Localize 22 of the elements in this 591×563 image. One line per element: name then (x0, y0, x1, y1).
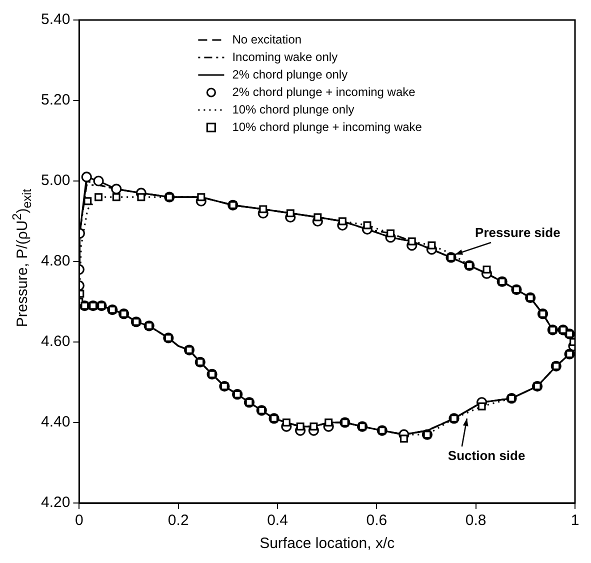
x-tick-label: 0.2 (168, 512, 189, 530)
y-tick-label: 5.00 (40, 172, 70, 190)
legend-label: 10% chord plunge + incoming wake (232, 120, 422, 134)
y-tick-label: 4.80 (40, 252, 70, 270)
y-tick-label: 4.60 (40, 333, 70, 350)
x-tick-label: 0.8 (465, 512, 486, 530)
x-axis-title: Surface location, x/c (260, 535, 396, 552)
y-tick-label: 5.40 (40, 11, 70, 28)
x-tick-label: 0.4 (267, 512, 288, 530)
x-tick-label: 1 (570, 512, 580, 530)
annotation: Suction side (448, 448, 526, 464)
y-tick-label: 4.40 (40, 414, 70, 431)
legend-label: No excitation (232, 32, 302, 46)
x-tick-label: 0.6 (366, 512, 388, 530)
x-tick-label: 0 (75, 512, 84, 530)
legend-label: 2% chord plunge + incoming wake (232, 84, 416, 99)
legend-label: Incoming wake only (232, 50, 338, 64)
legend-label: 10% chord plunge only (232, 102, 354, 116)
y-tick-label: 4.20 (40, 494, 70, 512)
annotation: Pressure side (475, 225, 560, 240)
y-tick-label: 5.20 (40, 92, 70, 109)
legend-label: 2% chord plunge only (232, 67, 348, 82)
